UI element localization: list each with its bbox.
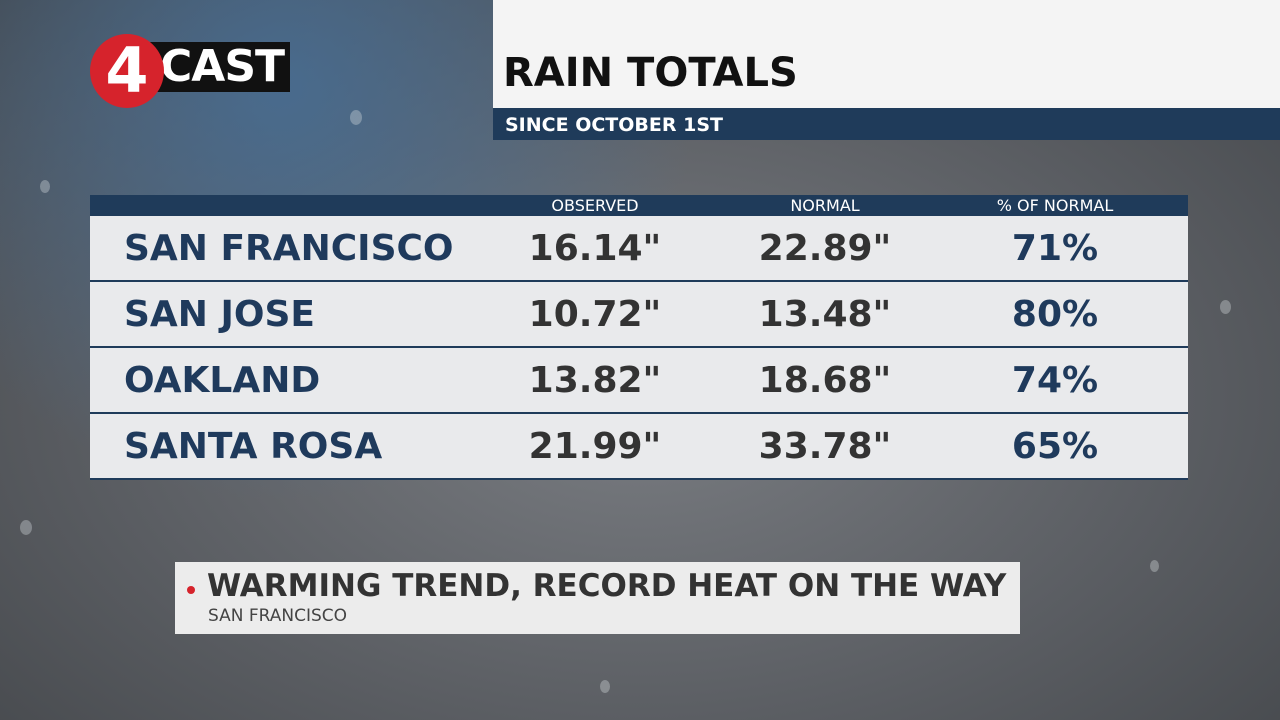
column-header: % OF NORMAL: [996, 196, 1114, 215]
value-cell: 16.14": [528, 228, 662, 269]
city-name: SANTA ROSA: [124, 426, 383, 467]
raindrop: [20, 520, 32, 535]
logo-text: CAST: [150, 42, 291, 92]
raindrop: [600, 680, 610, 693]
value-cell: 22.89": [758, 228, 892, 269]
raindrop: [350, 110, 362, 125]
table-row: SAN FRANCISCO 16.14" 22.89" 71%: [90, 216, 1188, 282]
value-cell: 18.68": [758, 360, 892, 401]
table-row: SANTA ROSA 21.99" 33.78" 65%: [90, 414, 1188, 480]
value-cell: 13.48": [758, 294, 892, 335]
percent-cell: 74%: [1011, 360, 1099, 401]
table-header: OBSERVED NORMAL % OF NORMAL: [90, 195, 1188, 216]
ticker-location: SAN FRANCISCO: [208, 606, 348, 626]
table-row: SAN JOSE 10.72" 13.48" 80%: [90, 282, 1188, 348]
value-cell: 13.82": [528, 360, 662, 401]
raindrop: [1220, 300, 1231, 314]
percent-cell: 65%: [1011, 426, 1099, 467]
city-name: SAN FRANCISCO: [124, 228, 454, 269]
subtitle: SINCE OCTOBER 1ST: [493, 108, 1280, 140]
city-name: OAKLAND: [124, 360, 321, 401]
logo-number: 4: [90, 34, 164, 108]
percent-cell: 71%: [1011, 228, 1099, 269]
ticker-dot: [187, 586, 195, 594]
raindrop: [1150, 560, 1159, 572]
table-row: OAKLAND 13.82" 18.68" 74%: [90, 348, 1188, 414]
ticker-headline: WARMING TREND, RECORD HEAT ON THE WAY: [207, 568, 1007, 604]
raindrop: [40, 180, 50, 193]
header: RAIN TOTALS: [493, 0, 1280, 108]
value-cell: 21.99": [528, 426, 662, 467]
city-name: SAN JOSE: [124, 294, 315, 335]
title: RAIN TOTALS: [503, 50, 798, 96]
column-header: OBSERVED: [551, 196, 639, 215]
column-header: NORMAL: [790, 196, 860, 215]
percent-cell: 80%: [1011, 294, 1099, 335]
value-cell: 10.72": [528, 294, 662, 335]
value-cell: 33.78": [758, 426, 892, 467]
ticker: WARMING TREND, RECORD HEAT ON THE WAY SA…: [175, 562, 1020, 634]
